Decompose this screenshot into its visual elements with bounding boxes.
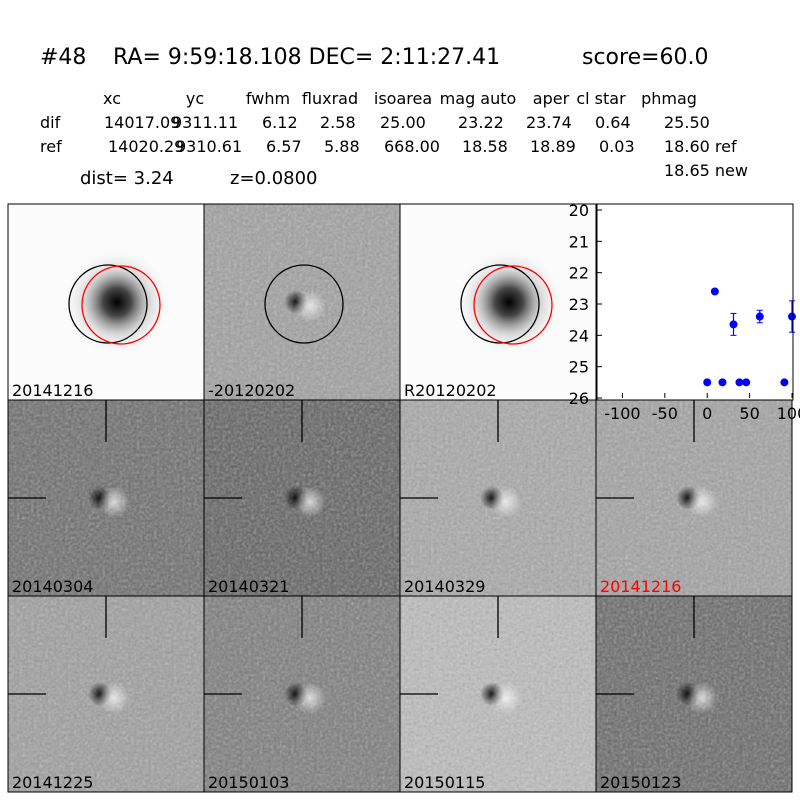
galaxy: [62, 247, 172, 357]
aperture-red: [473, 265, 553, 345]
table-cell: 14017.09: [104, 113, 180, 132]
data-point: [788, 312, 796, 321]
stamp-label: 20140329: [404, 577, 485, 596]
table-cell: 0.03: [599, 137, 635, 156]
table-cell: ref: [40, 137, 62, 156]
table-cell: 18.58: [462, 137, 508, 156]
y-tick-label: 20: [569, 201, 589, 220]
data-point: [710, 287, 719, 296]
galaxy: [454, 247, 564, 357]
aperture-red: [81, 265, 161, 345]
residual-bright: [98, 682, 130, 714]
stamp: -20120202: [203, 203, 401, 401]
stamp-label: 20150115: [404, 773, 485, 792]
table-cell: 25.50: [664, 113, 710, 132]
stamp: 20141216: [7, 203, 205, 401]
stamp-label: 20140321: [208, 577, 289, 596]
residual-bright: [686, 682, 718, 714]
stamp: 20140304: [7, 399, 205, 597]
column-header: cl star: [576, 89, 626, 108]
aperture-black: [460, 264, 540, 344]
table-cell: dif: [40, 113, 61, 132]
candidate-id: #48: [40, 45, 86, 70]
y-tick-label: 26: [569, 389, 589, 408]
x-tick-label: 0: [702, 404, 712, 423]
data-point: [780, 378, 789, 387]
stamp-frame: [595, 595, 793, 793]
stamp-label: 20141216: [12, 381, 93, 400]
table-cell: 6.57: [266, 137, 302, 156]
table-cell: 2.58: [320, 113, 356, 132]
stamp-label: 20141225: [12, 773, 93, 792]
table-cell: 23.74: [526, 113, 572, 132]
stamp: 20141225: [7, 595, 205, 793]
residual-bright: [294, 682, 326, 714]
table-cell: 668.00: [384, 137, 440, 156]
table-cell: 5.88: [324, 137, 360, 156]
stamp-label: 20150123: [600, 773, 681, 792]
plot-frame: [596, 203, 794, 401]
score: score=60.0: [582, 45, 709, 70]
stamp: 20140321: [203, 399, 401, 597]
stamp-label: R20120202: [404, 381, 497, 400]
stamp: 20140329: [399, 399, 597, 597]
table-cell: 14020.29: [108, 137, 184, 156]
column-header: yc: [186, 89, 204, 108]
stamp-label: 20141216: [600, 577, 681, 596]
data-point: [703, 378, 712, 387]
plot-background: [597, 204, 793, 400]
x-tick-label: -50: [652, 404, 678, 423]
y-tick-label: 25: [569, 358, 589, 377]
table-cell: 9310.61: [176, 137, 242, 156]
residual-bright: [490, 486, 522, 518]
aperture-black: [68, 264, 148, 344]
x-tick-label: -100: [604, 404, 640, 423]
table-cell: 9311.11: [172, 113, 238, 132]
data-point: [729, 320, 738, 329]
y-tick-label: 24: [569, 326, 589, 345]
table-cell: 23.22: [458, 113, 504, 132]
phmag-new: 18.65 new: [664, 161, 748, 180]
stamp-label: 20150103: [208, 773, 289, 792]
residual-bright: [686, 486, 718, 518]
stamp-label: 20140304: [12, 577, 93, 596]
x-tick-label: 100: [777, 404, 800, 423]
stamp: 20141216: [595, 399, 793, 597]
coordinates: RA= 9:59:18.108 DEC= 2:11:27.41: [113, 45, 500, 70]
table-cell: 18.60 ref: [664, 137, 737, 156]
column-header: mag auto: [440, 89, 517, 108]
residual-bright: [490, 682, 522, 714]
stamp: 20150103: [203, 595, 401, 793]
column-header: xc: [103, 89, 121, 108]
stamp: R20120202: [399, 203, 597, 401]
stamp-label: -20120202: [208, 381, 295, 400]
column-header: phmag: [641, 89, 697, 108]
residual-bright: [294, 290, 326, 322]
y-tick-label: 23: [569, 295, 589, 314]
x-tick-label: 50: [739, 404, 759, 423]
stamp: 20150115: [399, 595, 597, 793]
table-cell: 18.89: [530, 137, 576, 156]
data-point: [755, 312, 764, 321]
data-point: [718, 378, 727, 387]
y-tick-label: 21: [569, 232, 589, 251]
aperture-black: [264, 264, 344, 344]
column-header: isoarea: [374, 89, 432, 108]
data-point: [735, 378, 744, 387]
stamp: 20150123: [595, 595, 793, 793]
table-cell: 25.00: [380, 113, 426, 132]
redshift: z=0.0800: [230, 168, 318, 189]
residual-bright: [98, 486, 130, 518]
y-tick-label: 22: [569, 264, 589, 283]
column-header: aper: [533, 89, 570, 108]
residual-bright: [294, 486, 326, 518]
table-cell: 6.12: [262, 113, 298, 132]
data-point: [742, 378, 751, 387]
column-header: fwhm: [246, 89, 290, 108]
distance: dist= 3.24: [80, 168, 174, 189]
table-cell: 0.64: [595, 113, 631, 132]
column-header: fluxrad: [302, 89, 358, 108]
